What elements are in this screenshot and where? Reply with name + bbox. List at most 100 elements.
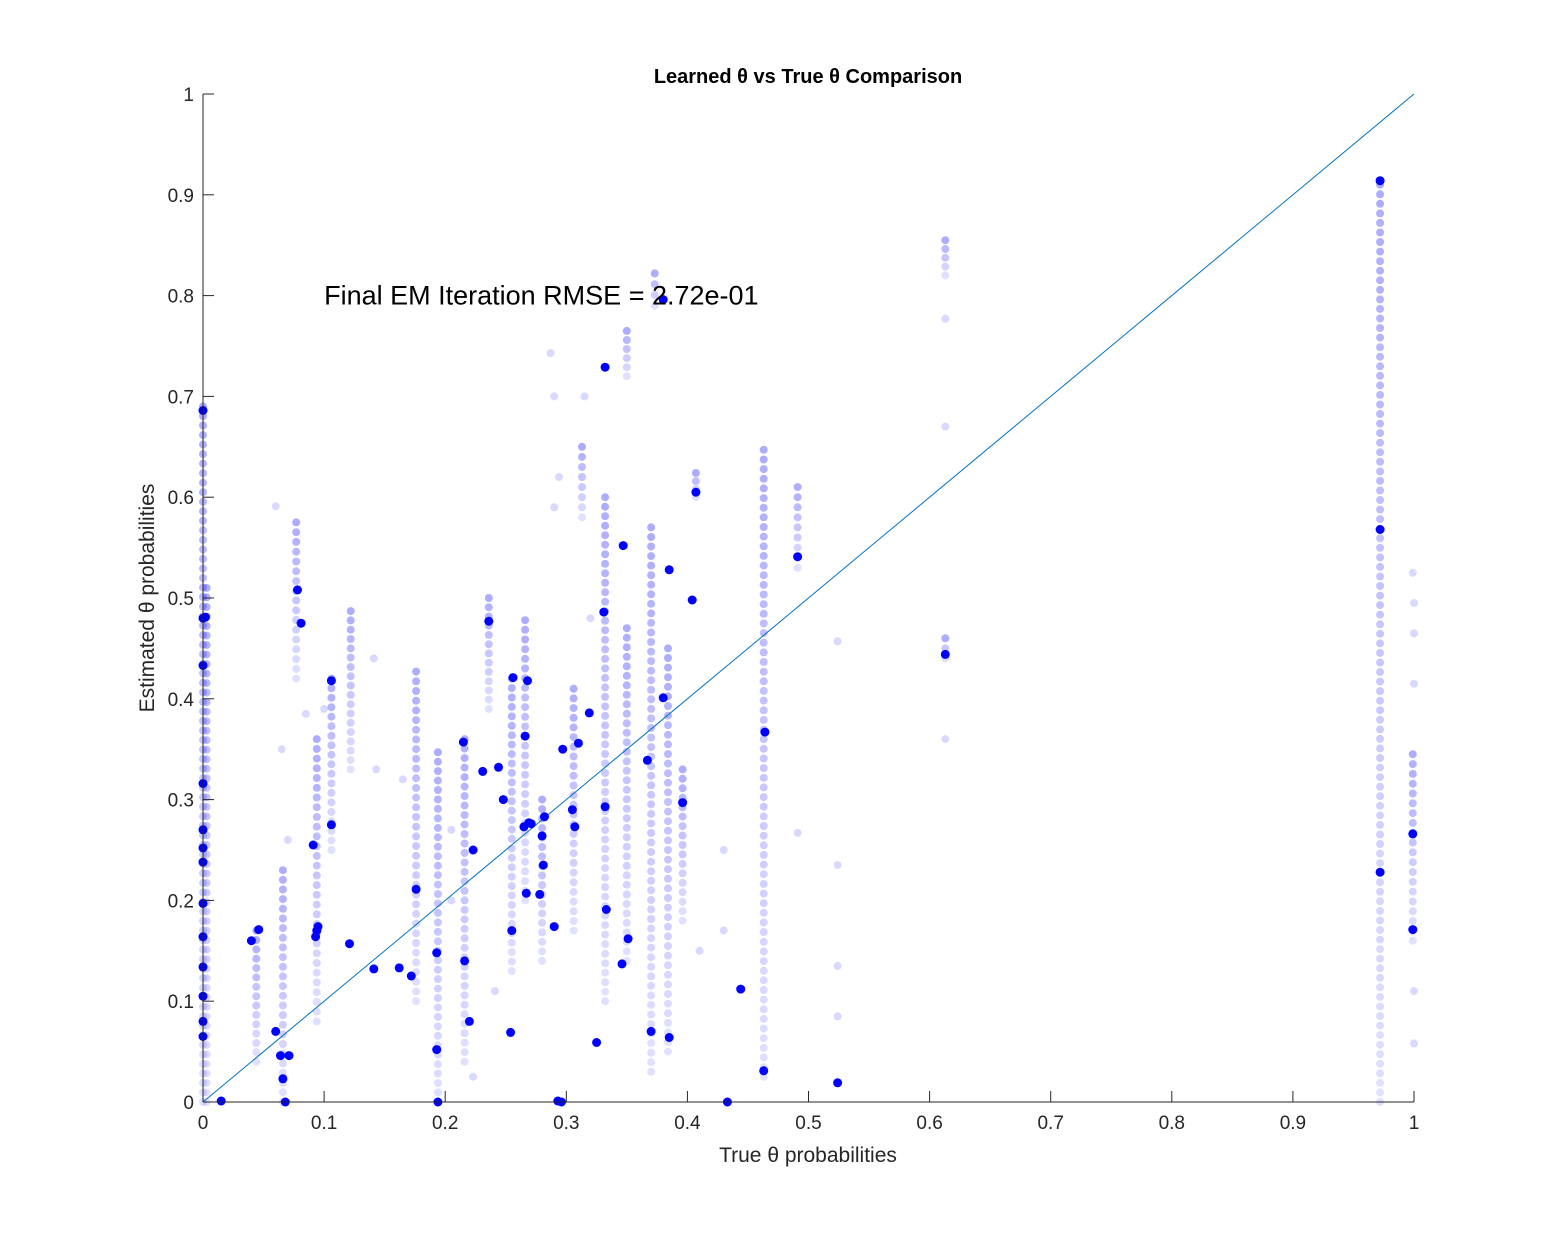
iteration-point [412,842,421,851]
iteration-point [521,664,530,673]
iteration-point [647,857,656,866]
iteration-point [312,1017,321,1026]
iteration-point [292,625,301,634]
iteration-point [398,775,407,784]
iteration-point [793,533,802,542]
final-point [540,812,549,822]
final-point [254,925,264,935]
iteration-point [601,883,610,892]
iteration-point [460,1000,469,1009]
iteration-point [664,1018,672,1027]
iteration-point [278,982,287,991]
iteration-point [678,888,687,897]
iteration-point [580,392,589,401]
iteration-point [759,735,768,744]
x-tick-label: 0 [198,1113,209,1134]
iteration-point [569,858,578,867]
iteration-point [601,835,610,844]
iteration-point [538,900,547,908]
iteration-point [601,521,610,530]
iteration-point [601,854,610,863]
iteration-point [538,805,547,814]
iteration-point [292,547,301,556]
iteration-point [1376,228,1385,237]
iteration-point [601,654,610,663]
iteration-point [521,645,530,654]
iteration-point [759,638,768,647]
iteration-point [678,916,687,925]
iteration-points [199,180,1417,1106]
iteration-point [647,590,656,599]
iteration-point [793,503,802,512]
iteration-point [622,709,631,718]
iteration-point [1376,362,1385,371]
iteration-point [622,757,631,766]
identity-reference-line [202,93,1415,1103]
iteration-point [833,1012,842,1021]
iteration-point [369,654,378,663]
iteration-point [647,819,656,828]
iteration-point [647,953,656,962]
iteration-point [202,583,211,592]
iteration-point [622,700,631,709]
iteration-point [521,770,530,779]
iteration-point [278,875,287,884]
iteration-point [1376,992,1385,1001]
iteration-point [312,968,321,977]
iteration-point [202,983,211,992]
iteration-point [1376,629,1385,638]
iteration-point [412,909,421,918]
iteration-point [678,859,687,868]
iteration-point [312,851,321,860]
iteration-point [1376,429,1385,438]
iteration-point [1376,314,1385,323]
iteration-point [664,673,672,682]
iteration-point [202,812,211,821]
iteration-point [1376,505,1385,514]
iteration-point [555,473,563,481]
iteration-point [412,871,421,880]
iteration-point [647,704,656,713]
iteration-point [793,543,802,552]
iteration-point [1376,285,1385,294]
iteration-point [647,695,656,704]
iteration-point [1376,304,1385,313]
iteration-point [601,750,610,758]
iteration-point [312,754,321,763]
iteration-point [569,713,578,722]
iteration-point [292,645,301,654]
iteration-point [202,974,211,983]
iteration-point [759,706,768,715]
iteration-point [1408,750,1417,759]
iteration-point [759,889,768,898]
iteration-point [647,991,656,1000]
iteration-point [647,962,656,971]
final-point [592,1038,602,1047]
iteration-point [412,716,421,725]
iteration-point [327,703,336,712]
iteration-point [521,848,530,857]
iteration-point [759,802,768,811]
iteration-point [433,804,442,813]
iteration-point [1410,987,1418,996]
iteration-point [664,932,672,941]
iteration-point [759,600,768,609]
iteration-point [759,793,768,802]
x-tick-label: 0.2 [432,1113,458,1134]
iteration-point [647,981,656,990]
iteration-point [202,1059,211,1068]
iteration-point [1410,679,1418,688]
iteration-point [538,871,547,880]
iteration-point [202,945,211,954]
iteration-point [412,774,421,783]
final-point [535,889,545,899]
iteration-point [460,905,469,914]
iteration-point [1376,553,1385,562]
iteration-point [312,997,321,1006]
iteration-point [460,830,469,838]
iteration-point [759,764,768,773]
iteration-point [601,816,610,825]
iteration-point [622,372,631,381]
iteration-point [664,682,672,691]
iteration-point [507,967,516,975]
